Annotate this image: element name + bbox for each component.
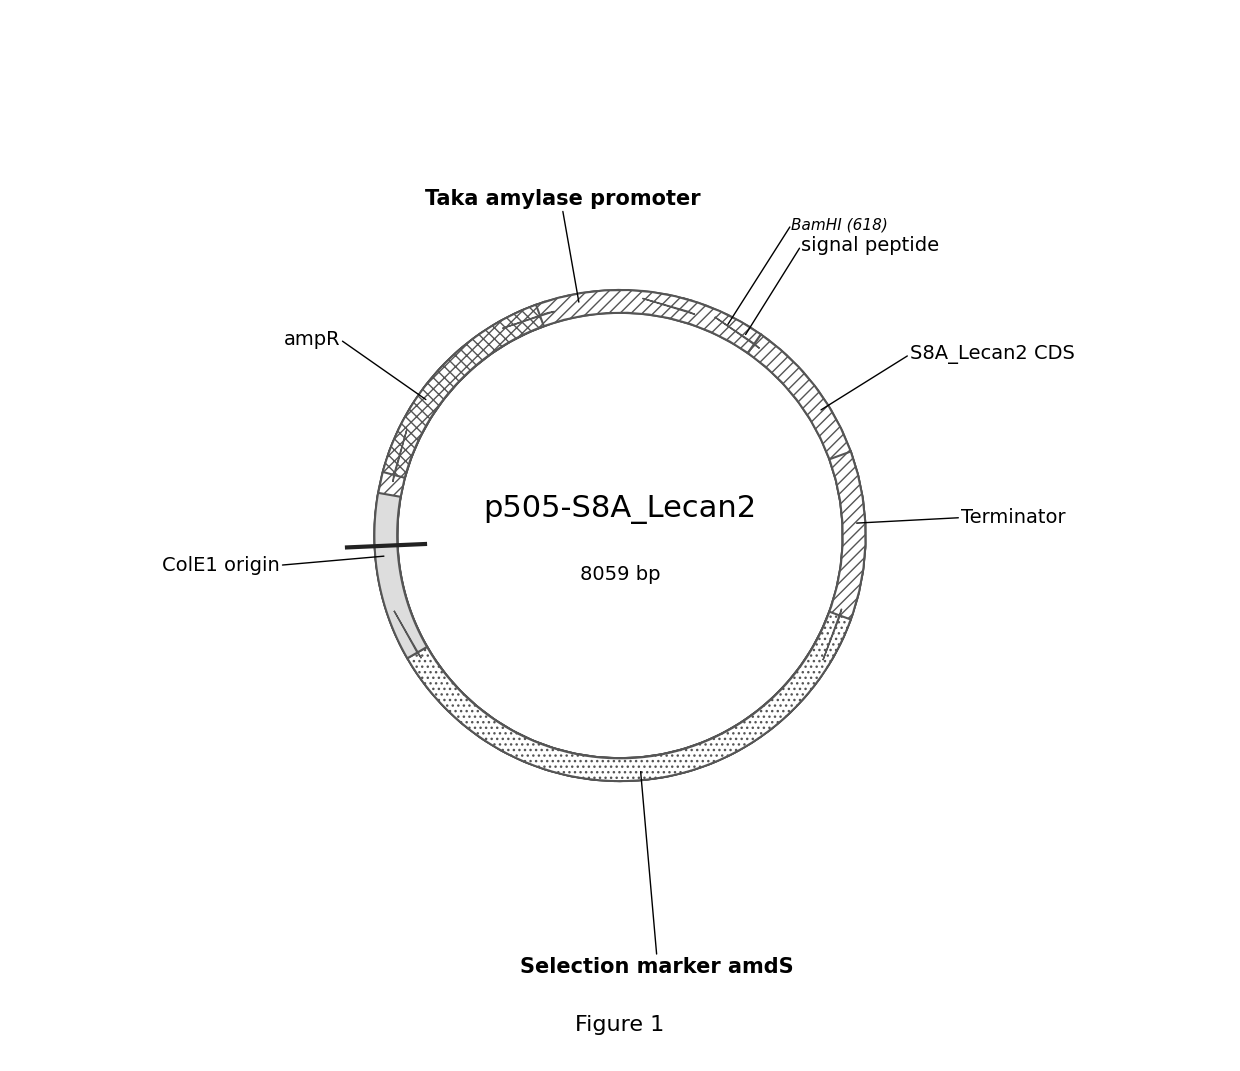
Polygon shape	[502, 312, 554, 329]
Text: Taka amylase promoter: Taka amylase promoter	[424, 188, 701, 209]
Polygon shape	[642, 299, 694, 315]
Text: Terminator: Terminator	[961, 508, 1065, 527]
Text: Selection marker amdS: Selection marker amdS	[520, 956, 794, 977]
Polygon shape	[394, 610, 422, 659]
Text: Figure 1: Figure 1	[575, 1015, 665, 1036]
Text: 8059 bp: 8059 bp	[580, 565, 660, 584]
Polygon shape	[374, 493, 427, 659]
Text: BamHI (618): BamHI (618)	[791, 217, 888, 232]
Polygon shape	[393, 429, 407, 482]
Text: ampR: ampR	[284, 330, 340, 349]
Text: p505-S8A_Lecan2: p505-S8A_Lecan2	[484, 495, 756, 524]
Polygon shape	[407, 612, 851, 781]
Polygon shape	[823, 608, 842, 660]
Polygon shape	[714, 317, 759, 348]
Text: ColE1 origin: ColE1 origin	[162, 556, 280, 575]
Text: S8A_Lecan2 CDS: S8A_Lecan2 CDS	[910, 345, 1075, 364]
Polygon shape	[374, 290, 866, 781]
Polygon shape	[374, 290, 866, 781]
Polygon shape	[383, 305, 544, 478]
Polygon shape	[374, 298, 866, 781]
Text: signal peptide: signal peptide	[801, 237, 939, 255]
